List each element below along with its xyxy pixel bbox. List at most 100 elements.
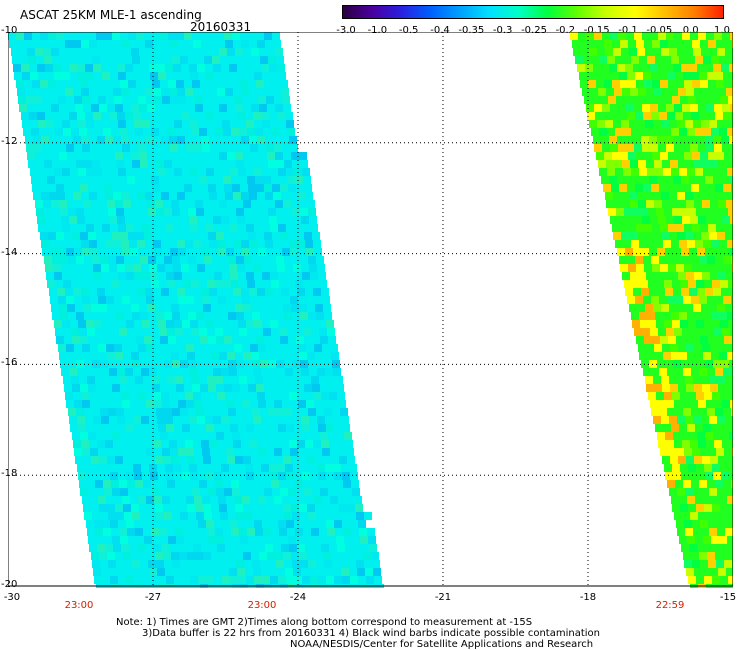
swath-cell (306, 448, 314, 456)
swath-cell (302, 424, 310, 432)
swath-cell (115, 504, 123, 512)
swath-cell (99, 104, 107, 112)
swath-cell (223, 376, 231, 384)
swath-cell (111, 128, 119, 136)
swath-cell (228, 160, 236, 168)
swath-cell (656, 392, 664, 400)
swath-cell (99, 352, 107, 360)
swath-cell (627, 112, 635, 120)
swath-cell (702, 200, 710, 208)
swath-cell (232, 384, 240, 392)
swath-cell (633, 64, 641, 72)
swath-cell (99, 552, 107, 560)
swath-cell (156, 512, 164, 520)
swath-cell (262, 520, 270, 528)
swath-cell (257, 136, 265, 144)
swath-cell (134, 224, 142, 232)
swath-cell (297, 440, 305, 448)
swath-cell (721, 136, 729, 144)
swath-cell (328, 384, 336, 392)
swath-cell (266, 144, 274, 152)
swath-cell (222, 120, 230, 128)
swath-cell (188, 408, 196, 416)
swath-cell (102, 224, 110, 232)
swath-cell (159, 376, 167, 384)
latitude-label: -12 (1, 135, 18, 147)
swath-cell (151, 328, 159, 336)
swath-cell (209, 440, 217, 448)
swath-cell (181, 112, 189, 120)
swath-cell (610, 32, 618, 40)
swath-cell (79, 128, 87, 136)
swath-cell (43, 48, 51, 56)
swath-cell (328, 488, 336, 496)
swath-cell (225, 192, 233, 200)
swath-cell (165, 264, 173, 272)
swath-cell (618, 104, 626, 112)
swath-cell (617, 64, 625, 72)
swath-cell (661, 376, 669, 384)
swath-cell (163, 200, 171, 208)
swath-cell (165, 112, 173, 120)
swath-cell (692, 152, 700, 160)
swath-cell (318, 320, 326, 328)
swath-cell (71, 128, 79, 136)
swath-cell (704, 280, 712, 288)
swath-cell (291, 552, 299, 560)
swath-cell (277, 568, 285, 576)
swath-cell (139, 552, 147, 560)
swath-cell (56, 184, 64, 192)
swath-cell (709, 48, 717, 56)
swath-cell (33, 88, 41, 96)
swath-cell (700, 224, 708, 232)
swath-cell (270, 272, 278, 280)
swath-cell (47, 176, 55, 184)
swath-cell (194, 496, 202, 504)
swath-cell (730, 400, 733, 408)
swath-cell (702, 568, 710, 576)
swath-cell (275, 456, 283, 464)
swath-cell (272, 80, 280, 88)
swath-cell (165, 464, 173, 472)
swath-cell (695, 312, 703, 320)
swath-cell (278, 72, 286, 80)
swath-cell (17, 40, 25, 48)
swath-cell (219, 552, 227, 560)
swath-cell (184, 432, 192, 440)
swath-cell (707, 408, 715, 416)
swath-cell (122, 296, 130, 304)
swath-cell (588, 40, 596, 48)
swath-cell (138, 96, 146, 104)
swath-cell (618, 144, 626, 152)
swath-cell (118, 320, 126, 328)
swath-cell (100, 208, 108, 216)
swath-cell (107, 200, 115, 208)
swath-cell (102, 472, 110, 480)
swath-cell (80, 184, 88, 192)
swath-cell (113, 192, 121, 200)
swath-cell (334, 424, 342, 432)
swath-cell (103, 528, 111, 536)
swath-cell (107, 304, 115, 312)
swath-cell (68, 56, 76, 64)
swath-cell (731, 296, 733, 304)
swath-cell (137, 440, 145, 448)
swath-cell (123, 352, 131, 360)
swath-cell (730, 104, 733, 112)
swath-cell (190, 320, 198, 328)
swath-cell (320, 336, 328, 344)
swath-cell (254, 120, 262, 128)
swath-cell (158, 224, 166, 232)
swath-cell (213, 568, 221, 576)
latitude-label: -10 (1, 25, 18, 36)
swath-cell (324, 408, 332, 416)
swath-cell (327, 528, 335, 536)
swath-cell (705, 64, 713, 72)
swath-cell (213, 64, 221, 72)
swath-cell (292, 208, 300, 216)
swath-cell (130, 296, 138, 304)
swath-cell (126, 168, 134, 176)
swath-cell (666, 328, 674, 336)
swath-cell (185, 240, 193, 248)
swath-cell (698, 440, 706, 448)
